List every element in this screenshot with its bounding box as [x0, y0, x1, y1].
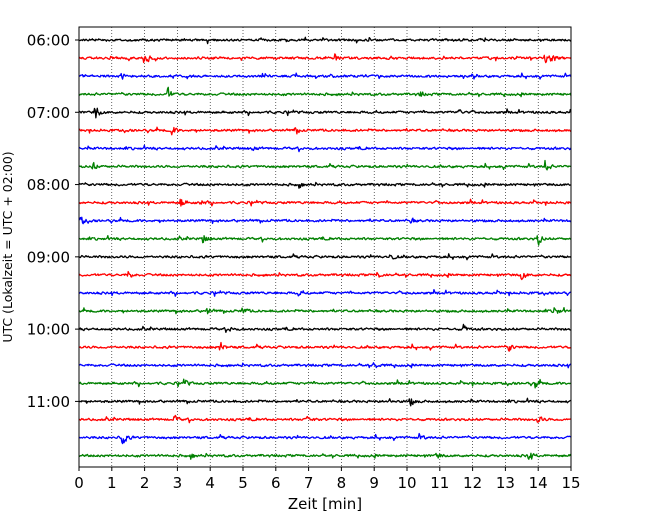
trace-line [78, 452, 572, 460]
x-tick-label: 14 [529, 474, 548, 492]
y-tick-label: 08:00 [27, 176, 70, 194]
x-axis-label: Zeit [min] [288, 495, 362, 513]
trace-line [78, 341, 572, 352]
y-tick-label: 09:00 [27, 248, 70, 266]
plot-frame [78, 26, 572, 468]
x-tick-label: 4 [205, 474, 215, 492]
trace-line [78, 86, 572, 98]
trace-line [78, 53, 572, 64]
trace-line [78, 323, 572, 333]
x-tick-label: 6 [271, 474, 281, 492]
y-tick-label: 11:00 [27, 393, 70, 411]
x-tick-label: 7 [304, 474, 314, 492]
trace-line [78, 216, 572, 225]
trace-line [78, 270, 572, 281]
trace-line [78, 159, 572, 171]
x-tick-label: 15 [561, 474, 580, 492]
x-axis-ticks: 0 1 2 3 4 5 6 7 8 9 10 11 12 13 14 15 [74, 467, 581, 492]
trace-line [78, 198, 572, 207]
trace-line [78, 126, 572, 136]
x-tick-label: 9 [369, 474, 379, 492]
traces [78, 36, 572, 460]
grid-lines [111, 27, 539, 467]
y-tick-label: 07:00 [27, 104, 70, 122]
trace-line [78, 414, 572, 424]
trace-line [78, 378, 572, 389]
x-tick-label: 8 [337, 474, 347, 492]
y-axis-label: UTC (Lokalzeit = UTC + 02:00) [0, 151, 15, 342]
trace-line [78, 362, 572, 369]
trace-line [78, 253, 572, 261]
x-tick-label: 13 [496, 474, 515, 492]
x-tick-label: 1 [107, 474, 117, 492]
trace-line [78, 307, 572, 315]
trace-line [78, 36, 572, 45]
x-tick-label: 12 [463, 474, 482, 492]
x-tick-label: 0 [74, 474, 84, 492]
trace-line [78, 107, 572, 119]
y-tick-label: 10:00 [27, 321, 70, 339]
trace-line [78, 397, 572, 407]
x-tick-label: 10 [397, 474, 416, 492]
x-tick-label: 5 [238, 474, 248, 492]
trace-line [78, 181, 572, 189]
x-tick-label: 11 [430, 474, 449, 492]
x-tick-label: 3 [173, 474, 183, 492]
y-tick-label: 06:00 [27, 32, 70, 50]
y-axis-ticks: 06:00 07:00 08:00 09:00 10:00 11:00 [27, 32, 79, 411]
trace-line [78, 72, 572, 80]
trace-line [78, 234, 572, 246]
trace-line [78, 432, 572, 445]
trace-line [78, 288, 572, 297]
trace-line [78, 144, 572, 153]
x-tick-label: 2 [140, 474, 150, 492]
